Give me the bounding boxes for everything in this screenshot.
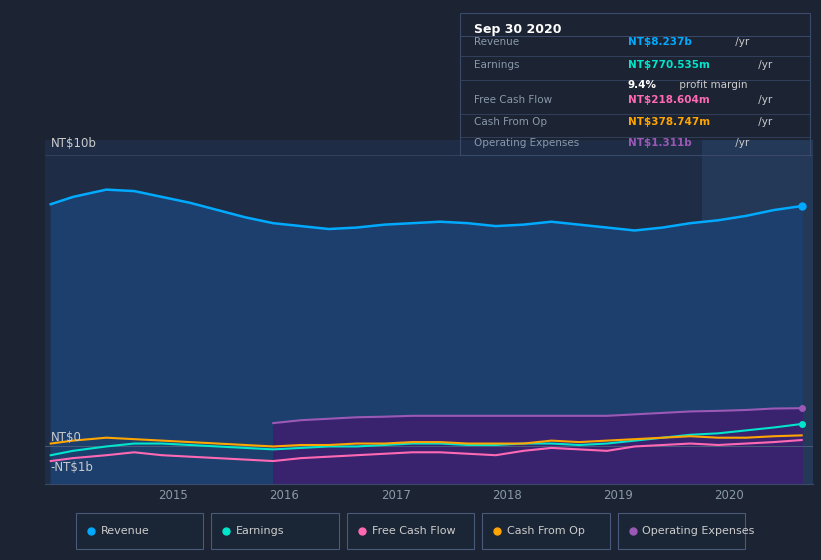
- Text: Earnings: Earnings: [236, 526, 285, 536]
- Text: Operating Expenses: Operating Expenses: [474, 138, 580, 148]
- Text: /yr: /yr: [732, 138, 750, 148]
- FancyBboxPatch shape: [482, 514, 609, 549]
- Text: Operating Expenses: Operating Expenses: [643, 526, 754, 536]
- Bar: [701, 140, 821, 484]
- FancyBboxPatch shape: [76, 514, 203, 549]
- Text: NT$8.237b: NT$8.237b: [628, 37, 692, 47]
- Text: Free Cash Flow: Free Cash Flow: [474, 95, 553, 105]
- FancyBboxPatch shape: [617, 514, 745, 549]
- Text: Revenue: Revenue: [100, 526, 149, 536]
- Text: profit margin: profit margin: [677, 80, 748, 90]
- FancyBboxPatch shape: [212, 514, 338, 549]
- Text: /yr: /yr: [754, 60, 772, 70]
- Text: Free Cash Flow: Free Cash Flow: [372, 526, 455, 536]
- Text: /yr: /yr: [754, 95, 772, 105]
- Text: Revenue: Revenue: [474, 37, 519, 47]
- Text: NT$378.747m: NT$378.747m: [628, 116, 710, 127]
- FancyBboxPatch shape: [347, 514, 475, 549]
- Text: Earnings: Earnings: [474, 60, 520, 70]
- Text: /yr: /yr: [754, 116, 772, 127]
- Text: 9.4%: 9.4%: [628, 80, 657, 90]
- Text: Cash From Op: Cash From Op: [507, 526, 585, 536]
- Text: Sep 30 2020: Sep 30 2020: [474, 23, 562, 36]
- Text: NT$0: NT$0: [51, 431, 81, 444]
- Text: NT$10b: NT$10b: [51, 137, 97, 150]
- Text: NT$1.311b: NT$1.311b: [628, 138, 692, 148]
- Text: -NT$1b: -NT$1b: [51, 461, 94, 474]
- Text: Cash From Op: Cash From Op: [474, 116, 547, 127]
- Text: /yr: /yr: [732, 37, 750, 47]
- Text: NT$218.604m: NT$218.604m: [628, 95, 709, 105]
- Text: NT$770.535m: NT$770.535m: [628, 60, 710, 70]
